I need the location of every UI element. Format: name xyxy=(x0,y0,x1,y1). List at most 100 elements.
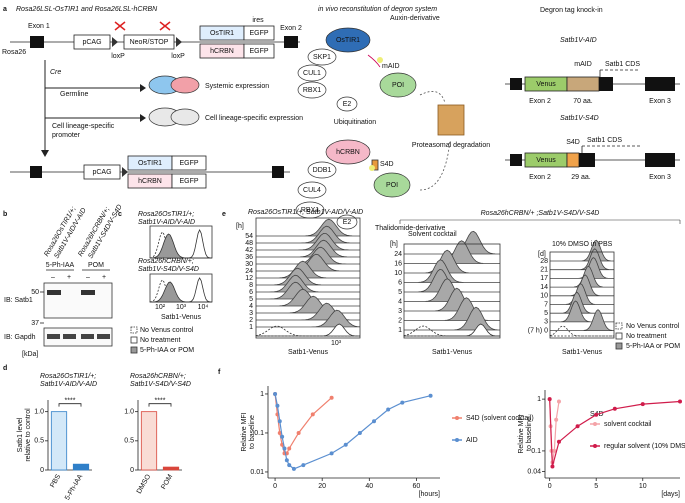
blot xyxy=(43,327,113,347)
label: – xyxy=(51,274,55,281)
histogram xyxy=(404,287,500,312)
label: 5-Ph-IAA xyxy=(46,262,75,269)
label: 5-Ph-IAA or POM xyxy=(140,347,194,354)
x-axis-label: [days] xyxy=(661,491,680,498)
histogram xyxy=(256,232,360,251)
label: 5-Ph-IAA or POM xyxy=(626,343,680,350)
y-tick-label: 0.1 xyxy=(254,430,264,437)
label: 24 xyxy=(245,268,253,275)
ligand xyxy=(377,57,383,63)
label: mAID xyxy=(382,63,400,70)
label: Rosa26hCRBN/+ ;Satb1V-S4D/V-S4D xyxy=(481,210,600,217)
plot-frame xyxy=(255,217,361,339)
legend-label: solvent cocktail xyxy=(604,421,652,428)
legend-marker xyxy=(593,422,597,426)
histogram xyxy=(256,253,360,272)
protein xyxy=(325,27,371,53)
label: OsTIR1 xyxy=(210,30,234,37)
proteasome xyxy=(437,104,465,136)
box xyxy=(30,36,44,48)
label: Venus xyxy=(536,157,556,164)
label: loxP xyxy=(111,53,125,60)
label: [kDa] xyxy=(22,351,38,358)
box xyxy=(566,152,580,168)
label: Exon 3 xyxy=(649,98,671,105)
label: Satb1V-S4D/V-S4D xyxy=(138,266,199,273)
box xyxy=(272,166,284,178)
box xyxy=(566,76,600,92)
label: 3 xyxy=(249,310,253,317)
histogram xyxy=(256,260,360,279)
panel-label: e xyxy=(222,211,226,218)
histogram xyxy=(550,309,615,331)
data-point xyxy=(275,403,280,408)
label: + xyxy=(102,274,106,281)
label: OsTIR1 xyxy=(138,160,162,167)
line xyxy=(159,21,171,31)
data-point xyxy=(284,458,289,463)
data-point xyxy=(282,446,287,451)
plot-frame xyxy=(403,243,501,339)
label: Satb1-Venus xyxy=(161,314,202,321)
box xyxy=(645,153,675,167)
data-point xyxy=(343,442,348,447)
label: 10% DMSO in PBS xyxy=(552,241,613,248)
label: POI xyxy=(386,182,398,189)
label: 42 xyxy=(245,247,253,254)
label: 2 xyxy=(249,317,253,324)
histogram xyxy=(404,323,500,337)
band xyxy=(47,290,61,295)
label: 17 xyxy=(540,275,548,282)
shape xyxy=(112,37,118,47)
x-tick-label: 5 xyxy=(594,483,598,490)
data-point xyxy=(594,412,599,417)
label: CUL4 xyxy=(303,187,321,194)
band xyxy=(97,334,110,339)
label: [d] xyxy=(538,251,546,258)
legend-marker xyxy=(455,416,459,420)
label: 12 xyxy=(245,275,253,282)
label: [h] xyxy=(390,241,398,248)
label: Cre xyxy=(50,69,61,76)
box xyxy=(171,173,207,189)
legend-swatch xyxy=(130,346,138,354)
blot xyxy=(43,282,113,319)
label: SKP1 xyxy=(313,54,331,61)
band xyxy=(81,290,95,295)
data-point xyxy=(301,463,306,468)
label: pCAG xyxy=(82,39,101,46)
protein xyxy=(307,48,337,66)
label: No treatment xyxy=(140,337,181,344)
label: (7 h) 0 xyxy=(528,327,548,334)
shape xyxy=(140,114,146,122)
label: 29 aa. xyxy=(571,174,591,181)
plot-frame xyxy=(549,251,615,339)
x-tick-label: 0 xyxy=(548,483,552,490)
histogram xyxy=(256,288,360,307)
label: Cell lineage-specific expression xyxy=(205,115,303,122)
label: S4D xyxy=(566,139,580,146)
histogram xyxy=(255,309,361,328)
box xyxy=(510,78,522,90)
data-point xyxy=(296,430,301,435)
label: 10 xyxy=(540,293,548,300)
panel-label: a xyxy=(3,6,7,13)
protein xyxy=(325,139,371,165)
legend-label: AID xyxy=(466,437,478,444)
protein xyxy=(379,72,417,98)
data-point xyxy=(554,417,559,422)
label: 30 xyxy=(245,261,253,268)
label: IB: Satb1 xyxy=(4,297,33,304)
data-point xyxy=(386,407,391,412)
label: Cell lineage-specific xyxy=(52,123,115,130)
series-line xyxy=(549,399,681,467)
legend-swatch xyxy=(615,342,623,350)
label: hCRBN xyxy=(210,48,234,55)
data-point xyxy=(280,434,285,439)
data-point xyxy=(556,439,561,444)
label: + xyxy=(67,274,71,281)
protein xyxy=(336,96,358,112)
y-tick-label: 0.1 xyxy=(531,448,541,455)
label: Exon 1 xyxy=(28,23,50,30)
x-tick-label: DMSO xyxy=(136,473,153,495)
